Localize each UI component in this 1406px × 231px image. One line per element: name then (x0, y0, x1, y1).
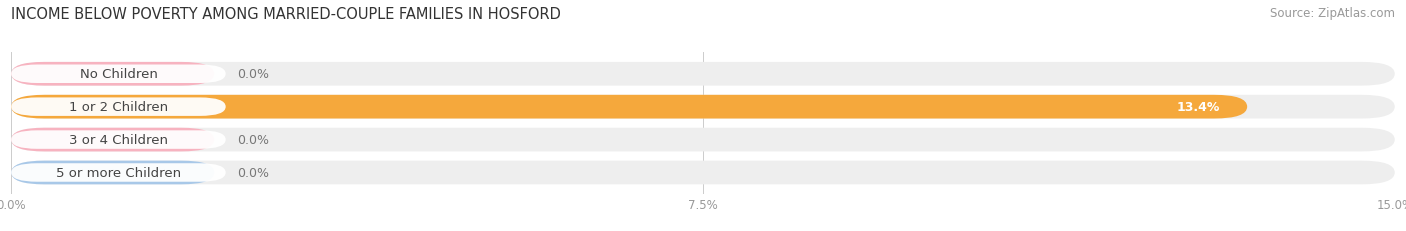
Text: 5 or more Children: 5 or more Children (56, 166, 181, 179)
Text: 1 or 2 Children: 1 or 2 Children (69, 101, 169, 114)
FancyBboxPatch shape (11, 98, 226, 116)
FancyBboxPatch shape (11, 164, 226, 182)
FancyBboxPatch shape (11, 63, 1395, 86)
FancyBboxPatch shape (11, 128, 214, 152)
FancyBboxPatch shape (11, 131, 226, 149)
FancyBboxPatch shape (11, 95, 1395, 119)
FancyBboxPatch shape (11, 65, 226, 84)
FancyBboxPatch shape (11, 161, 214, 185)
Text: 13.4%: 13.4% (1177, 101, 1219, 114)
Text: INCOME BELOW POVERTY AMONG MARRIED-COUPLE FAMILIES IN HOSFORD: INCOME BELOW POVERTY AMONG MARRIED-COUPL… (11, 7, 561, 22)
Text: 0.0%: 0.0% (238, 68, 269, 81)
FancyBboxPatch shape (11, 128, 1395, 152)
Text: 0.0%: 0.0% (238, 166, 269, 179)
FancyBboxPatch shape (11, 161, 1395, 185)
FancyBboxPatch shape (11, 63, 214, 86)
Text: No Children: No Children (80, 68, 157, 81)
Text: Source: ZipAtlas.com: Source: ZipAtlas.com (1270, 7, 1395, 20)
Text: 0.0%: 0.0% (238, 134, 269, 146)
Text: 3 or 4 Children: 3 or 4 Children (69, 134, 167, 146)
FancyBboxPatch shape (11, 95, 1247, 119)
